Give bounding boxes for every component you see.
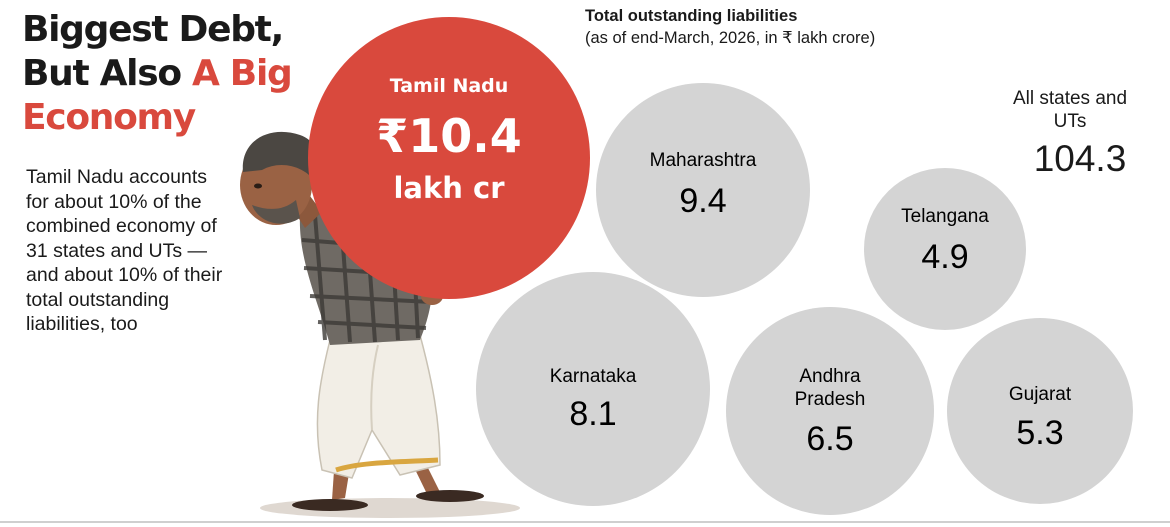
chart-subtitle: (as of end-March, 2026, in ₹ lakh crore): [585, 29, 876, 47]
bubble-tamil-nadu-label: Tamil Nadu: [390, 75, 509, 97]
bubble-karnataka-label: Karnataka: [550, 366, 637, 387]
bubble-maharashtra-label: Maharashtra: [650, 150, 757, 171]
total-label: All states and UTs: [1012, 88, 1128, 132]
headline-line-2-accent: A Big: [192, 53, 293, 94]
bubble-tamil-nadu-suffix: lakh cr: [393, 171, 505, 205]
bubble-gujarat-value: 5.3: [1016, 414, 1063, 452]
bubble-maharashtra: [596, 83, 810, 297]
blurb-text: Tamil Nadu accounts for about 10% of the…: [26, 166, 223, 335]
bubble-tamil-nadu: [308, 17, 590, 299]
headline-line-1: Biggest Debt,: [22, 9, 284, 50]
bubble-andhra-pradesh-label-line-1: Andhra: [799, 366, 861, 387]
bubble-telangana: [864, 168, 1026, 330]
bubble-karnataka: [476, 272, 710, 506]
chart-title: Total outstanding liabilities: [585, 7, 798, 25]
bubble-andhra-pradesh-label-line-2: Pradesh: [795, 389, 866, 410]
bubble-andhra-pradesh-value: 6.5: [806, 420, 853, 458]
bubble-tamil-nadu-value: ₹10.4: [376, 109, 522, 163]
bubble-gujarat: [947, 318, 1133, 504]
bubble-gujarat-label: Gujarat: [1009, 384, 1072, 405]
bubble-telangana-value: 4.9: [921, 238, 968, 276]
bubble-andhra-pradesh: [726, 307, 934, 515]
bubble-telangana-label: Telangana: [901, 206, 989, 227]
headline: Biggest Debt, But Also A Big Economy: [22, 8, 293, 140]
total-value: 104.3: [1033, 138, 1127, 179]
bottom-rule: [0, 521, 1170, 523]
headline-line-2-plain: But Also: [22, 53, 193, 94]
headline-line-2: But Also A Big: [22, 52, 293, 96]
bubble-karnataka-value: 8.1: [569, 395, 616, 433]
headline-line-3: Economy: [22, 97, 196, 138]
bubble-maharashtra-value: 9.4: [679, 182, 726, 220]
